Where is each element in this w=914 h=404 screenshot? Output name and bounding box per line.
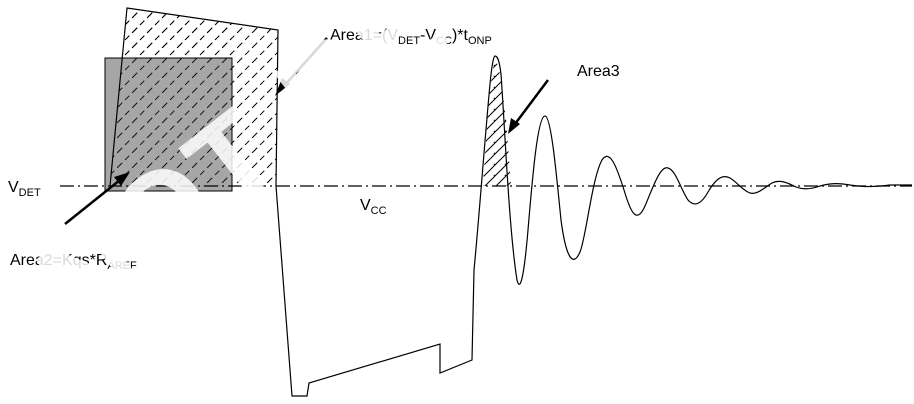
area2-formula-label: Area2=Kqs*RAREF [10,252,137,272]
area1-formula-label: Area1=(VDET-VCC)*tONP [330,27,492,47]
area3-pointer-arrow [508,79,549,134]
area1-hatch-overlay [110,8,232,186]
vcc-label: VCC [360,197,387,217]
area1-pointer-arrow [275,37,328,96]
area3-label: Area3 [577,63,620,80]
area3-hatched-region [483,56,511,186]
vdet-label: VDET [8,179,41,199]
drain-voltage-waveform [109,7,912,397]
area2-pointer-arrow [64,172,130,225]
